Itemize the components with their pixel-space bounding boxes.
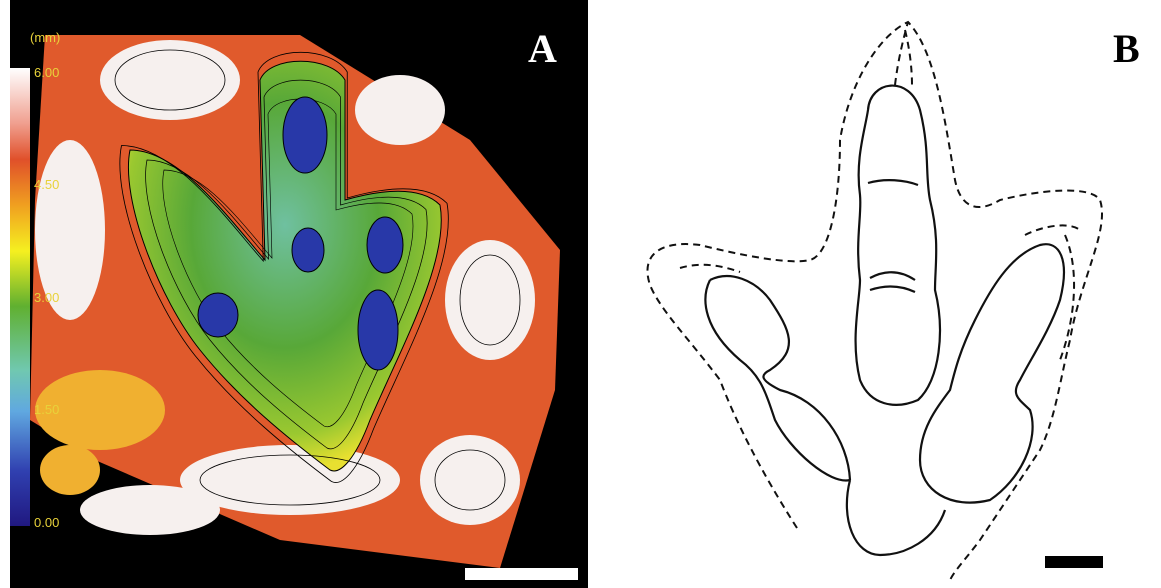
colorbar-tick-label: 1.50 — [34, 402, 59, 417]
scale-bar — [1045, 556, 1103, 568]
colorbar-tick-label: 4.50 — [34, 177, 59, 192]
panel-label: A — [528, 26, 557, 71]
scale-bar — [465, 568, 578, 580]
colorbar-tick-label: 6.00 — [34, 65, 59, 80]
colorbar-tick-label: 3.00 — [34, 290, 59, 305]
figure-canvas: (mm) 6.00 4.50 3.00 1.50 0.00 A B — [0, 0, 1161, 588]
colorbar — [10, 68, 30, 526]
track-outline — [705, 86, 1063, 555]
colorbar-unit: (mm) — [30, 30, 60, 45]
panel-label: B — [1113, 26, 1140, 71]
colorbar-tick-label: 0.00 — [34, 515, 59, 530]
track-margin — [647, 22, 1102, 580]
figure: (mm) 6.00 4.50 3.00 1.50 0.00 A B — [0, 0, 1161, 588]
